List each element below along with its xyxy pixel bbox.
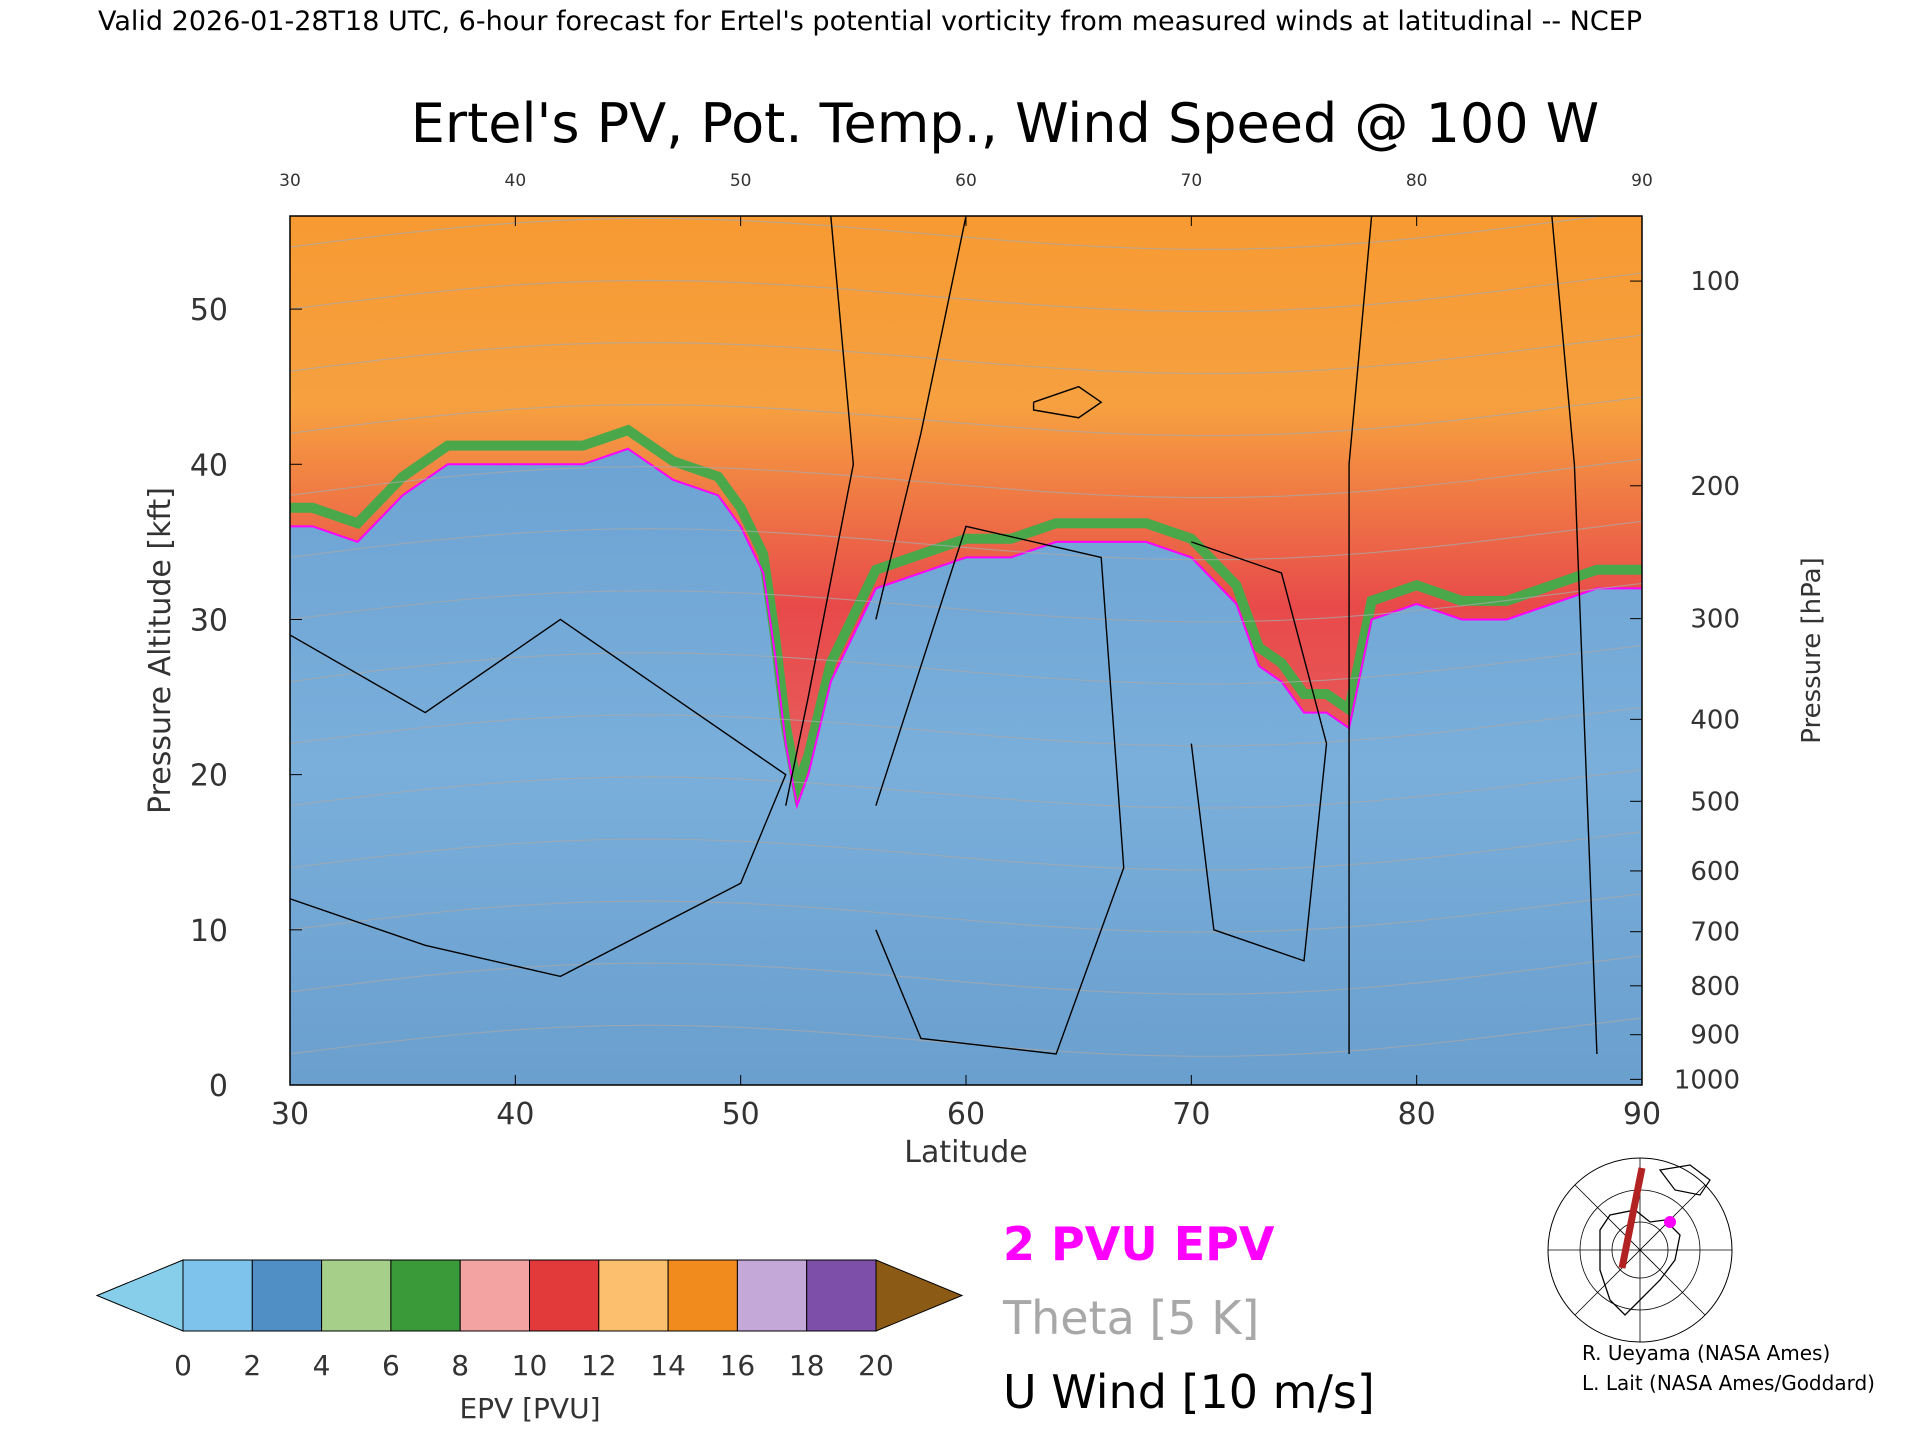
x-tick-label: 50: [722, 1097, 760, 1132]
pressure-tick-label: 200: [1690, 472, 1740, 502]
colorbar-segment: [529, 1259, 600, 1332]
colorbar-segment: [321, 1259, 392, 1332]
u-wind-contour: [875, 216, 967, 620]
epv-colorbar: 0 2 4 6 8 10 12 14 16 18 20: [95, 1259, 964, 1382]
colorbar-tick-label: 16: [720, 1349, 756, 1382]
colorbar-segment: [390, 1259, 461, 1332]
x-tick-label: 70: [1172, 1097, 1210, 1132]
colorbar-label: EPV [PVU]: [459, 1392, 600, 1425]
colorbar-tick-label: 12: [581, 1349, 617, 1382]
x-tick-label-top: 80: [1406, 171, 1428, 191]
u-wind-contour: [290, 618, 787, 978]
colorbar-segment: [251, 1259, 323, 1332]
x-axis-label: Latitude: [904, 1135, 1027, 1170]
theta-contour: [290, 707, 1642, 747]
theta-contour: [290, 582, 1642, 623]
colorbar-segment: [806, 1259, 877, 1332]
credit-line-2: L. Lait (NASA Ames/Goddard): [1582, 1371, 1875, 1395]
pressure-tick-label: 300: [1690, 605, 1740, 635]
y-tick-label: 40: [190, 448, 228, 483]
header-text: Valid 2026-01-28T18 UTC, 6-hour forecast…: [98, 6, 1642, 37]
colorbar-tick-label: 4: [313, 1349, 331, 1382]
y-tick-label: 50: [190, 293, 228, 328]
pressure-tick-label: 900: [1690, 1021, 1740, 1051]
legend-pv-epv: 2 PVU EPV: [1003, 1217, 1275, 1271]
pressure-tick-label: 500: [1690, 787, 1740, 817]
y-axis-label-right: Pressure [hPa]: [1797, 557, 1827, 744]
credit-line-1: R. Ueyama (NASA Ames): [1582, 1341, 1830, 1365]
plot-fields: [290, 216, 1642, 1085]
theta-contour: [290, 769, 1642, 809]
colorbar-segment: [598, 1259, 669, 1332]
x-tick-label-top: 50: [730, 171, 752, 191]
pv-transition-band: [290, 424, 1642, 807]
y-axis-label-left: Pressure Altitude [kft]: [143, 487, 178, 814]
u-wind-contour: [1551, 216, 1598, 1054]
u-wind-contour: [1348, 216, 1373, 1054]
colorbar-segment: [182, 1259, 253, 1332]
x-tick-label: 80: [1398, 1097, 1436, 1132]
y-tick-label: 0: [209, 1069, 228, 1104]
x-tick-label: 90: [1623, 1097, 1661, 1132]
colorbar-tick-label: 20: [858, 1349, 894, 1382]
x-tick-label-top: 40: [505, 171, 527, 191]
colorbar-tick-label: 8: [451, 1349, 469, 1382]
u-wind-contour: [875, 525, 1125, 1055]
x-tick-label: 60: [947, 1097, 985, 1132]
colorbar-tick-label: 10: [512, 1349, 548, 1382]
u-wind-contour: [785, 216, 855, 806]
colorbar-tick-label: 2: [243, 1349, 261, 1382]
x-tick-label-top: 60: [955, 171, 977, 191]
x-tick-label: 30: [271, 1097, 309, 1132]
theta-contour: [290, 644, 1642, 685]
colorbar-tick-label: 18: [789, 1349, 825, 1382]
chart-title: Ertel's PV, Pot. Temp., Wind Speed @ 100…: [411, 92, 1599, 155]
pressure-tick-label: 800: [1690, 972, 1740, 1002]
legend-theta: Theta [5 K]: [1002, 1291, 1259, 1345]
x-tick-label: 40: [496, 1097, 534, 1132]
colorbar-under-arrow: [95, 1259, 184, 1332]
theta-contour: [290, 334, 1642, 375]
y-tick-label: 30: [190, 603, 228, 638]
theta-contour: [290, 831, 1642, 871]
colorbar-tick-label: 6: [382, 1349, 400, 1382]
u-wind-contour: [1032, 385, 1103, 419]
x-tick-label-top: 30: [279, 171, 301, 191]
colorbar-segment: [667, 1259, 738, 1332]
colorbar-over-arrow: [875, 1259, 964, 1332]
pressure-tick-label: 1000: [1674, 1065, 1740, 1095]
theta-contour: [290, 458, 1642, 499]
x-tick-label-top: 90: [1631, 171, 1653, 191]
colorbar-tick-label: 14: [650, 1349, 686, 1382]
pv-2pvu-contour: [290, 447, 1642, 810]
u-wind-contour: [1190, 541, 1328, 962]
troposphere-field: [290, 448, 1642, 1085]
colorbar-tick-label: 0: [174, 1349, 192, 1382]
axis-ticks: 3030404050506060707080809090010203040501…: [190, 171, 1740, 1132]
theta-contour: [290, 272, 1642, 312]
pressure-tick-label: 700: [1690, 918, 1740, 948]
theta-contour: [290, 520, 1642, 561]
locator-map: [1547, 1157, 1733, 1343]
y-tick-label: 20: [190, 759, 228, 794]
pressure-tick-label: 400: [1690, 705, 1740, 735]
theta-contour: [290, 893, 1642, 933]
colorbar-segment: [736, 1259, 808, 1332]
pressure-tick-label: 600: [1690, 857, 1740, 887]
y-tick-label: 10: [190, 914, 228, 949]
colorbar-segment: [459, 1259, 531, 1332]
pressure-tick-label: 100: [1690, 267, 1740, 297]
theta-contour: [290, 955, 1642, 995]
x-tick-label-top: 70: [1181, 171, 1203, 191]
legend-u-wind: U Wind [10 m/s]: [1003, 1365, 1375, 1419]
theta-contour: [290, 396, 1642, 437]
